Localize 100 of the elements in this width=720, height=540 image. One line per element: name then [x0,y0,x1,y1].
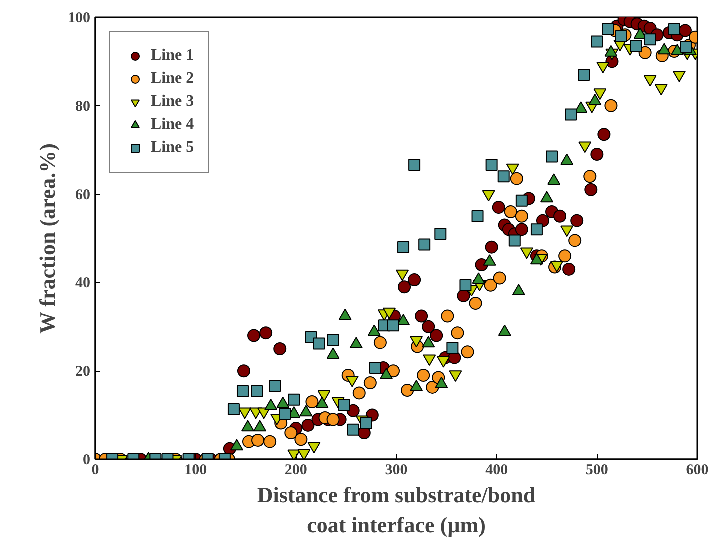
point [644,34,656,46]
point [264,435,277,448]
x-tick-label: 400 [486,462,508,478]
point [484,278,498,292]
point [486,159,498,172]
legend-label: Line 4 [151,116,194,134]
point [672,70,686,82]
point [387,320,400,332]
point [252,434,265,447]
point [248,329,261,342]
point [570,214,584,228]
point [678,24,692,38]
point [591,36,604,48]
x-axis-title: Distance from substrate/bond coat interface (µm) [257,482,536,538]
point [602,23,614,36]
point [294,433,308,446]
point [461,346,474,359]
y-tick-label: 0 [83,452,90,468]
point [434,228,447,240]
point [546,150,558,163]
point [369,362,382,374]
point [515,223,528,236]
point [418,238,431,251]
point [228,404,240,416]
point [269,380,282,392]
point [510,172,524,186]
point [398,280,412,294]
point [417,369,430,382]
point [306,396,319,409]
point [668,23,680,36]
point [279,408,292,420]
point [441,310,454,323]
point [615,30,628,43]
y-tick-label: 20 [76,364,90,380]
point [408,274,422,287]
point [554,210,567,223]
point [530,224,543,236]
point [590,148,604,162]
y-axis-title: W fraction (area.%) [35,143,60,334]
point [386,364,400,378]
point [558,250,572,263]
point [584,183,598,196]
point [630,40,642,52]
point [604,99,618,112]
point [288,394,300,406]
point [236,385,249,398]
point [374,336,387,350]
x-tick-label: 100 [184,462,208,478]
point [338,399,350,412]
point [472,210,484,222]
point [446,342,459,354]
point [360,417,372,430]
x-tick-label: 600 [686,462,709,478]
point [460,279,472,292]
point [516,194,528,207]
point [493,272,506,285]
point [430,329,444,342]
point [298,449,311,460]
point [422,320,436,334]
point [313,338,326,350]
point [302,418,315,432]
point [457,289,470,302]
point [485,240,498,254]
point [284,426,298,440]
point [584,170,597,184]
y-tick-label: 60 [76,187,90,204]
y-tick-label: 40 [76,276,90,292]
y-tick-label: 100 [68,10,90,26]
y-tick-label: 80 [76,98,90,115]
point [398,241,410,254]
x-tick-label: 200 [284,462,308,478]
legend-label: Line 2 [151,70,194,88]
point [415,310,428,323]
point [408,159,421,172]
point [578,68,590,81]
x-tick-label: 500 [586,462,608,478]
point [598,128,611,142]
point [251,385,264,398]
point [326,413,340,426]
point [260,326,273,340]
legend-label: Line 1 [151,47,194,65]
x-tick-label: 300 [385,462,408,478]
point [451,326,464,340]
point [288,450,301,460]
point [565,108,578,121]
point [364,376,377,390]
point [347,424,360,436]
point [504,205,518,218]
point [274,342,287,356]
point [469,296,482,310]
legend-label: Line 5 [151,139,194,157]
point [568,234,582,248]
point [680,41,692,54]
point [498,170,510,183]
point [638,46,652,60]
point [237,364,250,378]
point [401,384,414,398]
point [562,262,576,276]
point [508,234,521,247]
point [492,201,506,214]
